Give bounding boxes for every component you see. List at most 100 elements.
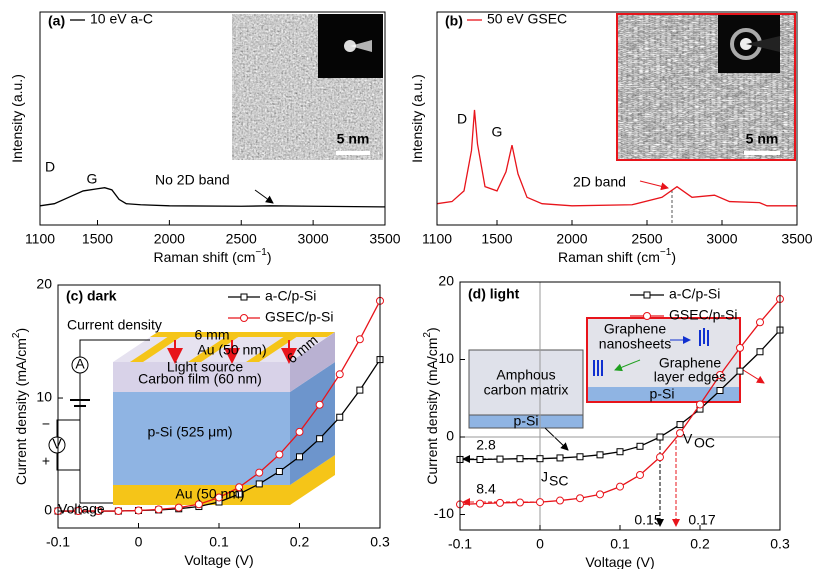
- voltmeter: [48, 436, 66, 454]
- marker: [235, 483, 244, 492]
- marker: [516, 498, 524, 507]
- annotation: Light source: [167, 359, 243, 375]
- annotation: A: [75, 356, 85, 372]
- p-si-layer: [587, 387, 740, 402]
- annotation: 2.8: [476, 437, 496, 453]
- legend-label: GSEC/p-Si: [265, 309, 333, 325]
- tem-inset-a: [232, 14, 383, 160]
- annotation: 2D band: [573, 174, 626, 190]
- annotation: No 2D band: [155, 172, 230, 188]
- x-axis-label-part: Voltage (V): [585, 554, 654, 569]
- x-tick-label: 2000: [556, 231, 587, 247]
- marker: [275, 450, 284, 459]
- annotation: OC: [694, 435, 715, 451]
- x-tick-label: 0: [135, 534, 143, 550]
- marker: [316, 435, 324, 443]
- x-tick-label: 0: [536, 536, 544, 552]
- annotation: SC: [549, 473, 568, 489]
- marker: [315, 400, 324, 409]
- marker: [336, 413, 344, 421]
- marker: [643, 291, 651, 299]
- panel-label: (b): [445, 13, 463, 29]
- annotation: D: [457, 111, 467, 127]
- y-axis-label: Intensity (a.u.): [9, 74, 25, 163]
- annotation: Amphous: [496, 367, 555, 383]
- marker: [656, 453, 664, 462]
- carbon-side: [290, 332, 335, 392]
- marker: [476, 499, 484, 508]
- arrow: [254, 189, 274, 204]
- annotation: layer edges: [654, 369, 726, 385]
- scale-bar: [744, 151, 780, 155]
- au-bottom: [113, 455, 335, 505]
- y-axis-label-part: 2: [422, 332, 433, 338]
- marker: [536, 455, 544, 463]
- marker: [194, 500, 203, 509]
- marker: [596, 490, 604, 499]
- arrow: [739, 367, 765, 384]
- y-axis-label-part: 2: [11, 332, 22, 338]
- legend-label: 10 eV a-C: [90, 11, 153, 27]
- x-axis-label-part: −1: [255, 247, 267, 258]
- marker: [496, 498, 504, 507]
- marker: [616, 448, 624, 456]
- annotation: Graphene: [659, 355, 721, 371]
- marker: [275, 467, 283, 475]
- annotation: G: [492, 124, 503, 140]
- marker: [356, 386, 364, 394]
- x-tick-label: -0.1: [448, 536, 472, 552]
- x-axis-label: Raman shift (cm−1): [154, 247, 272, 265]
- y-axis-label: Intensity (a.u.): [409, 74, 425, 163]
- inset-frame: [616, 13, 796, 161]
- x-tick-label: 1500: [481, 231, 512, 247]
- wire: [79, 339, 150, 504]
- x-tick-label: 3500: [369, 231, 400, 247]
- marker: [255, 468, 264, 477]
- annotation: carbon matrix: [484, 382, 569, 398]
- x-tick-label: 1500: [82, 231, 113, 247]
- y-axis-label-part: Intensity (a.u.): [9, 74, 25, 163]
- annotation: 6 mm: [195, 327, 230, 343]
- graphene-film: [587, 318, 740, 387]
- y-axis-label: Current density (mA/cm2): [422, 327, 440, 484]
- x-tick-label: 3500: [781, 231, 812, 247]
- marker: [154, 505, 163, 514]
- x-tick-label: 2500: [226, 231, 257, 247]
- arrow: [639, 180, 669, 191]
- annotation: D: [45, 159, 55, 175]
- annotation: 0.17: [688, 512, 715, 528]
- annotation: 8.4: [476, 481, 496, 497]
- scale-bar: [336, 151, 370, 155]
- annotation: 5 nm: [337, 131, 370, 147]
- marker: [636, 470, 644, 479]
- annotation: Carbon film (60 nm): [138, 371, 262, 387]
- marker: [215, 493, 223, 502]
- annotation: p-Si: [650, 386, 675, 402]
- panel-label: (a): [48, 13, 65, 29]
- amorphous-inset: [468, 349, 584, 451]
- marker: [255, 480, 263, 488]
- annotation: p-Si (525 μm): [147, 424, 232, 440]
- carbon-matrix: [468, 349, 584, 416]
- annotation: Voltage: [58, 501, 105, 517]
- marker: [716, 371, 724, 379]
- marker: [756, 318, 764, 327]
- annotation: J: [541, 469, 548, 485]
- marker: [756, 348, 764, 356]
- marker: [240, 293, 248, 301]
- au-strip: [246, 332, 304, 362]
- marker: [114, 507, 123, 516]
- au-strip: [130, 332, 188, 362]
- au-strip: [188, 332, 246, 362]
- x-tick-label: 3000: [706, 231, 737, 247]
- marker: [696, 400, 704, 409]
- x-tick-label: 0.2: [290, 534, 310, 550]
- marker: [174, 503, 183, 512]
- carbon-front: [113, 362, 290, 392]
- y-tick-label: 10: [438, 350, 454, 366]
- y-axis-label: Current density (mA/cm2): [11, 328, 29, 485]
- annotation: V: [683, 431, 693, 447]
- y-axis-label-part: Current density (mA/cm: [424, 338, 440, 485]
- x-tick-label: 2500: [631, 231, 662, 247]
- annotation: Au (50 nm): [175, 486, 244, 502]
